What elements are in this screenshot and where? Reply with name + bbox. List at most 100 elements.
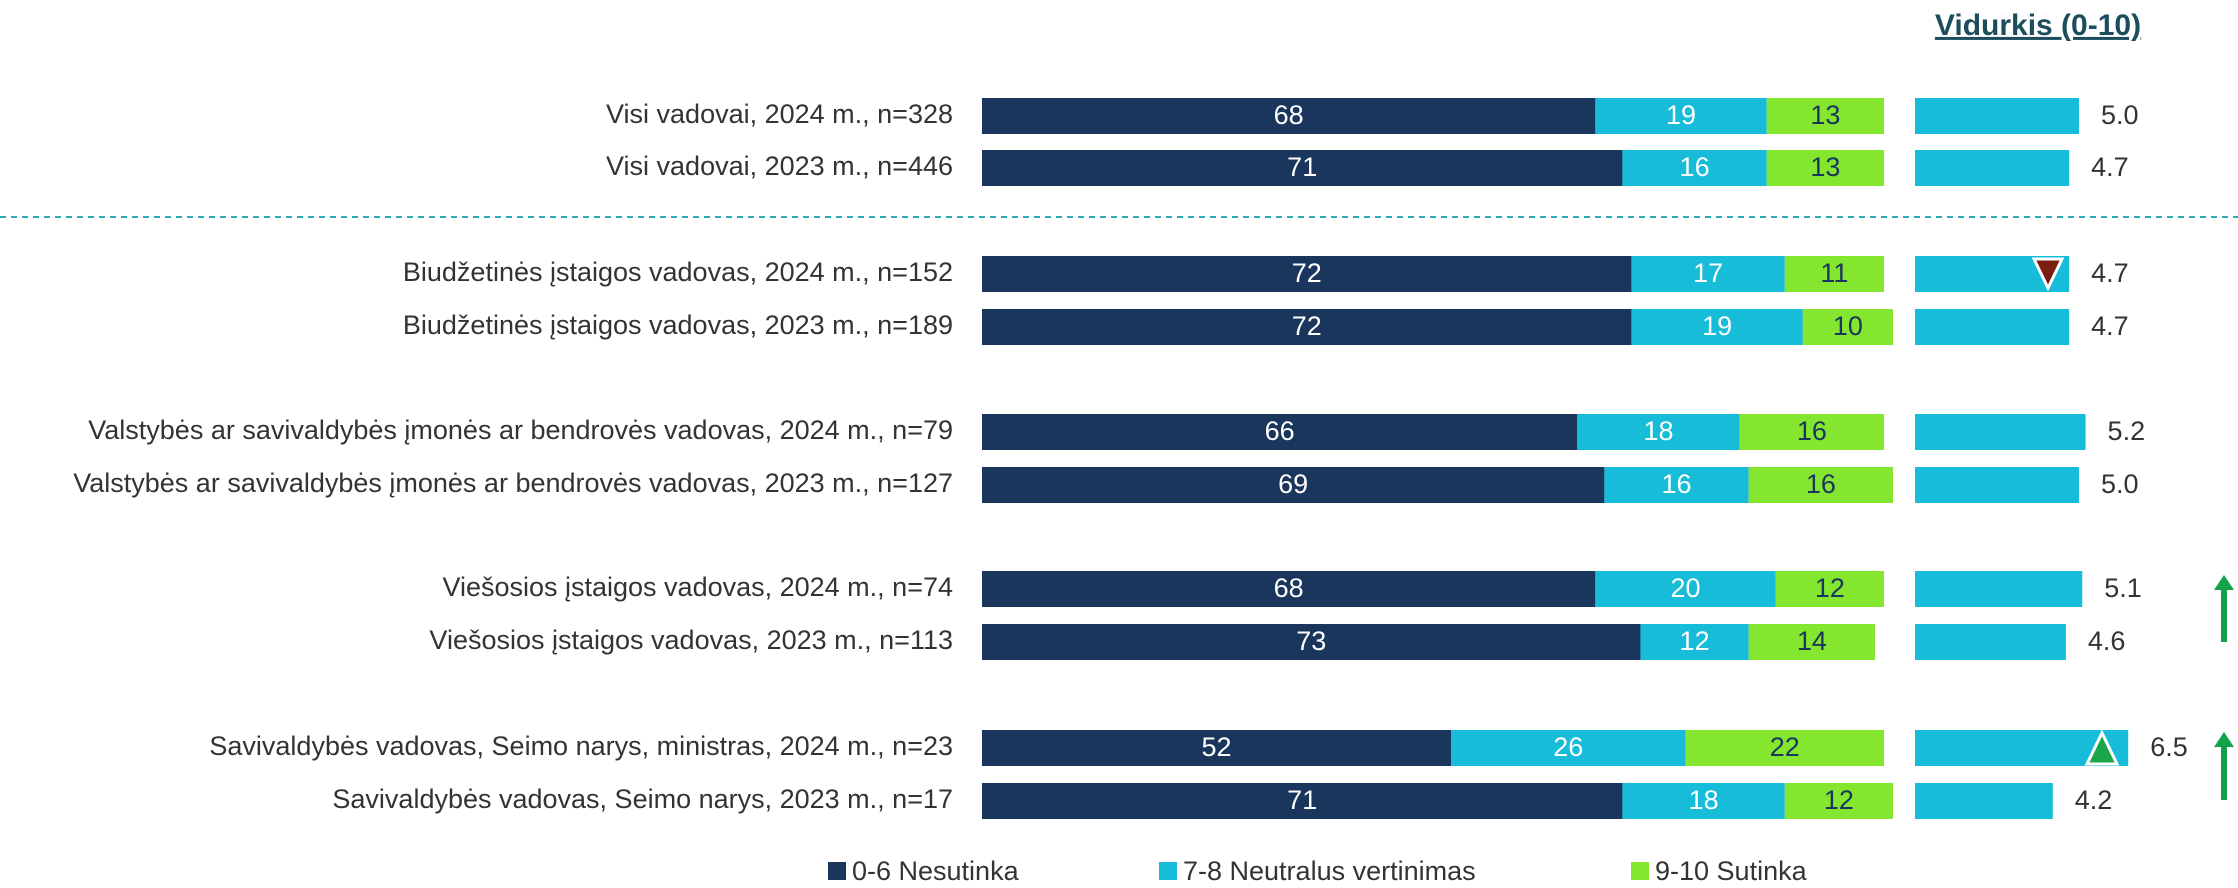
data-label: 16 (1806, 469, 1836, 499)
data-label: 22 (1770, 732, 1800, 762)
bar-segment (1784, 783, 1894, 819)
bar-segment (1748, 624, 1875, 660)
bar-segment (982, 467, 1605, 503)
bar-segment (982, 414, 1578, 450)
data-label: 19 (1666, 100, 1696, 130)
average-bar (1915, 571, 2083, 607)
average-bar (1915, 150, 2070, 186)
data-label: 69 (1278, 469, 1308, 499)
average-label: 4.7 (2091, 311, 2129, 341)
data-label: 52 (1201, 732, 1231, 762)
data-label: 72 (1292, 258, 1322, 288)
bar-segment (1622, 783, 1785, 819)
average-label: 5.0 (2101, 469, 2139, 499)
average-label: 6.5 (2150, 732, 2188, 762)
average-bar (1915, 98, 2079, 134)
average-bar (1915, 783, 2053, 819)
data-label: 18 (1689, 785, 1719, 815)
category-label: Savivaldybės vadovas, Seimo narys, minis… (209, 731, 953, 761)
bar-segment (1631, 309, 1803, 345)
bar-segment (1595, 98, 1767, 134)
average-label: 4.7 (2091, 258, 2129, 288)
bar-segment (1748, 467, 1894, 503)
bar-segment (982, 309, 1632, 345)
bar-segment (982, 150, 1623, 186)
average-label: 5.2 (2108, 416, 2146, 446)
data-label: 12 (1815, 573, 1845, 603)
data-label: 16 (1797, 416, 1827, 446)
increase-marker (2084, 729, 2120, 766)
average-label: 4.6 (2088, 626, 2126, 656)
bars: Visi vadovai, 2024 m., n=328 68 19 13 Visi v… (73, 98, 2188, 886)
data-label: 18 (1643, 416, 1673, 446)
average-label: 4.2 (2075, 785, 2113, 815)
legend-swatch (828, 862, 846, 880)
legend-label: 9-10 Sutinka (1655, 856, 1808, 886)
bar-segment (1766, 150, 1884, 186)
legend-swatch (1159, 862, 1177, 880)
average-label: 5.1 (2104, 573, 2142, 603)
bar-segment (982, 571, 1596, 607)
data-label: 17 (1693, 258, 1723, 288)
data-label: 16 (1662, 469, 1692, 499)
data-label: 11 (1820, 258, 1848, 288)
bar-segment (982, 624, 1641, 660)
category-label: Valstybės ar savivaldybės įmonės ar bend… (73, 468, 953, 498)
arrow-up (2214, 575, 2234, 642)
data-label: 10 (1833, 311, 1863, 341)
bar-segment (1595, 571, 1776, 607)
average-bar (1915, 624, 2066, 660)
decrease-marker (2031, 257, 2065, 292)
data-label: 16 (1680, 152, 1710, 182)
data-label: 71 (1287, 785, 1317, 815)
category-label: Viešosios įstaigos vadovas, 2023 m., n=1… (429, 625, 953, 655)
data-label: 26 (1553, 732, 1583, 762)
bar-segment (1739, 414, 1884, 450)
bar-segment (1766, 98, 1884, 134)
bar-segment (1784, 256, 1884, 292)
category-label: Visi vadovai, 2023 m., n=446 (606, 151, 953, 181)
data-label: 68 (1274, 573, 1304, 603)
data-label: 13 (1810, 100, 1840, 130)
bar-segment (1775, 571, 1884, 607)
data-label: 13 (1810, 152, 1840, 182)
category-label: Biudžetinės įstaigos vadovas, 2023 m., n… (403, 310, 953, 340)
category-label: Viešosios įstaigos vadovas, 2024 m., n=7… (442, 572, 953, 602)
bar-segment (1577, 414, 1740, 450)
category-label: Valstybės ar savivaldybės įmonės ar bend… (88, 415, 953, 445)
data-label: 72 (1292, 311, 1322, 341)
data-label: 20 (1671, 573, 1701, 603)
data-label: 71 (1287, 152, 1317, 182)
legend-label: 7-8 Neutralus vertinimas (1183, 856, 1476, 886)
bar-segment (982, 256, 1632, 292)
bar-segment (982, 783, 1623, 819)
data-label: 12 (1680, 626, 1710, 656)
bar-segment (982, 98, 1596, 134)
data-label: 14 (1797, 626, 1827, 656)
arrow-up (2214, 732, 2234, 800)
average-label: 5.0 (2101, 100, 2139, 130)
bar-segment (1640, 624, 1749, 660)
category-label: Visi vadovai, 2024 m., n=328 (606, 99, 953, 129)
data-label: 68 (1274, 100, 1304, 130)
average-bar (1915, 414, 2086, 450)
category-label: Biudžetinės įstaigos vadovas, 2024 m., n… (403, 257, 953, 287)
data-label: 73 (1296, 626, 1326, 656)
bar-segment (982, 730, 1452, 766)
bar-segment (1622, 150, 1767, 186)
bar-segment (1802, 309, 1894, 345)
average-title: Vidurkis (0-10) (1935, 9, 2141, 42)
average-bar (1915, 467, 2079, 503)
increase-arrows (2214, 575, 2234, 800)
data-label: 66 (1265, 416, 1295, 446)
average-label: 4.7 (2091, 152, 2129, 182)
bar-segment (1604, 467, 1749, 503)
bar-segment (1631, 256, 1785, 292)
legend-label: 0-6 Nesutinka (852, 856, 1020, 886)
legend-swatch (1631, 862, 1649, 880)
category-label: Savivaldybės vadovas, Seimo narys, 2023 … (332, 784, 953, 814)
bar-segment (1685, 730, 1884, 766)
data-label: 19 (1702, 311, 1732, 341)
data-label: 12 (1824, 785, 1854, 815)
